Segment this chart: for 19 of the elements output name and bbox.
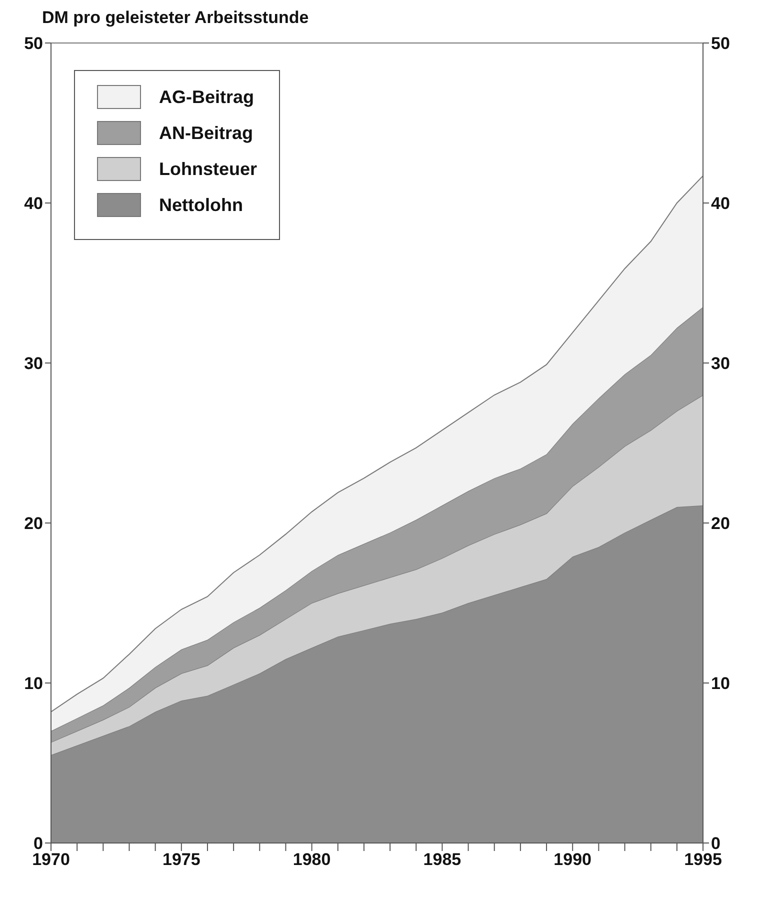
y2-tick-label: 20 — [711, 514, 730, 534]
y-tick-label: 50 — [24, 34, 43, 54]
legend-label: Lohnsteuer — [159, 158, 258, 180]
legend-label: AN-Beitrag — [159, 122, 254, 144]
legend-label: Nettolohn — [159, 194, 243, 216]
y2-tick-label: 50 — [711, 34, 730, 54]
x-tick-label: 1975 — [162, 850, 200, 870]
y2-tick-label: 40 — [711, 194, 730, 214]
y2-tick-label: 10 — [711, 674, 730, 694]
y-axis-title: DM pro geleisteter Arbeitsstunde — [42, 8, 309, 28]
x-tick-label: 1990 — [554, 850, 592, 870]
y2-tick-label: 30 — [711, 354, 730, 374]
y-tick-label: 20 — [24, 514, 43, 534]
x-tick-label: 1980 — [292, 850, 331, 870]
y-tick-label: 40 — [24, 194, 43, 214]
y-tick-label: 10 — [24, 674, 43, 694]
y-tick-label: 30 — [24, 354, 43, 374]
legend-label: AG-Beitrag — [159, 86, 254, 108]
x-tick-label: 1985 — [423, 850, 462, 870]
